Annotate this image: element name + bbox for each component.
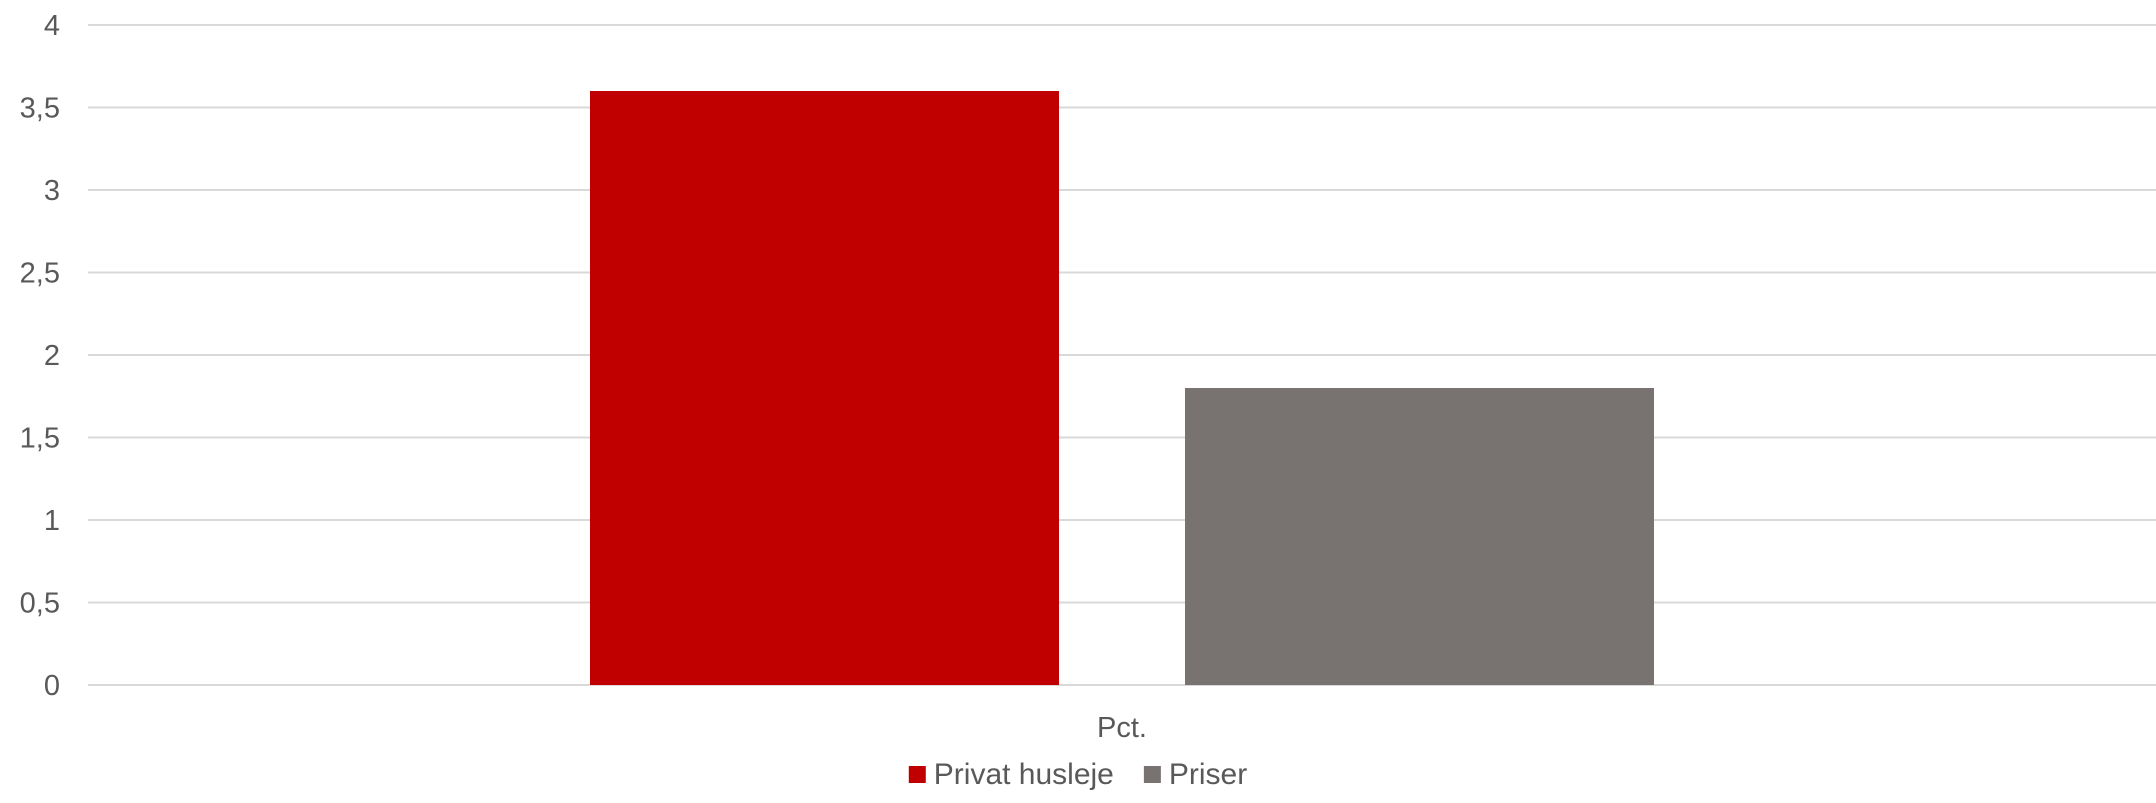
y-tick-label: 3 (44, 175, 60, 207)
y-axis-ticks: 0 0,5 1 1,5 2 2,5 3 3,5 4 (20, 10, 60, 702)
y-tick-label: 4 (44, 10, 60, 42)
legend: Privat husleje Priser (908, 758, 1247, 791)
y-tick-label: 3,5 (20, 93, 60, 125)
legend-swatch (908, 766, 926, 783)
bars (590, 91, 1654, 685)
y-tick-label: 2,5 (20, 258, 60, 290)
bar-privat-husleje (590, 91, 1059, 685)
y-tick-label: 1 (44, 505, 60, 537)
y-tick-label: 0,5 (20, 588, 60, 620)
legend-label: Priser (1169, 758, 1247, 791)
y-tick-label: 2 (44, 340, 60, 372)
y-tick-label: 0 (44, 670, 60, 702)
x-axis-categories: Pct. (1097, 712, 1147, 744)
bar-priser (1185, 388, 1654, 685)
gridlines (88, 24, 2156, 686)
x-category-label: Pct. (1097, 712, 1147, 744)
legend-label: Privat husleje (934, 758, 1114, 791)
y-tick-label: 1,5 (20, 423, 60, 455)
legend-swatch (1143, 766, 1161, 783)
